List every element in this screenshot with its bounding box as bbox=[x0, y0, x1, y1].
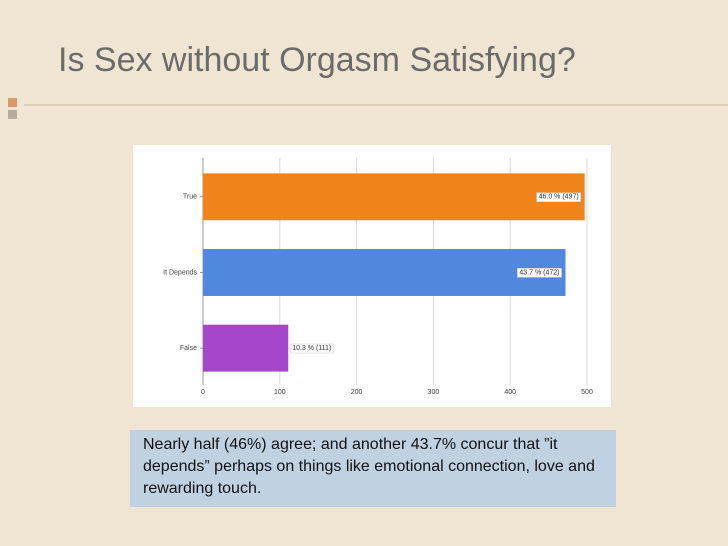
value-label: 43.7 % (472) bbox=[519, 269, 559, 276]
value-label-box bbox=[289, 343, 334, 354]
decor-square bbox=[8, 98, 17, 107]
x-tick-label: 200 bbox=[351, 389, 363, 396]
decor-square bbox=[8, 110, 17, 119]
bar bbox=[203, 249, 566, 296]
bar bbox=[203, 324, 289, 372]
x-tick-label: 300 bbox=[428, 389, 440, 396]
bar bbox=[203, 173, 585, 221]
chart-title: Is Sex without Orgasm Satisfying? bbox=[58, 41, 576, 79]
x-tick-label: 500 bbox=[581, 389, 593, 396]
x-tick-label: 0 bbox=[201, 389, 205, 396]
value-label-box bbox=[536, 192, 581, 202]
value-label: 46.0 % (497) bbox=[539, 194, 579, 201]
y-tick-label: It Depends bbox=[163, 269, 197, 276]
value-label: 10.3 % (111) bbox=[292, 345, 331, 352]
x-tick-label: 100 bbox=[274, 389, 286, 396]
y-tick-label: True bbox=[183, 194, 197, 201]
x-tick-label: 400 bbox=[504, 389, 516, 396]
y-tick-label: False bbox=[180, 345, 197, 352]
caption: Nearly half (46%) agree; and another 43.… bbox=[130, 430, 616, 507]
value-label-box bbox=[517, 268, 562, 278]
